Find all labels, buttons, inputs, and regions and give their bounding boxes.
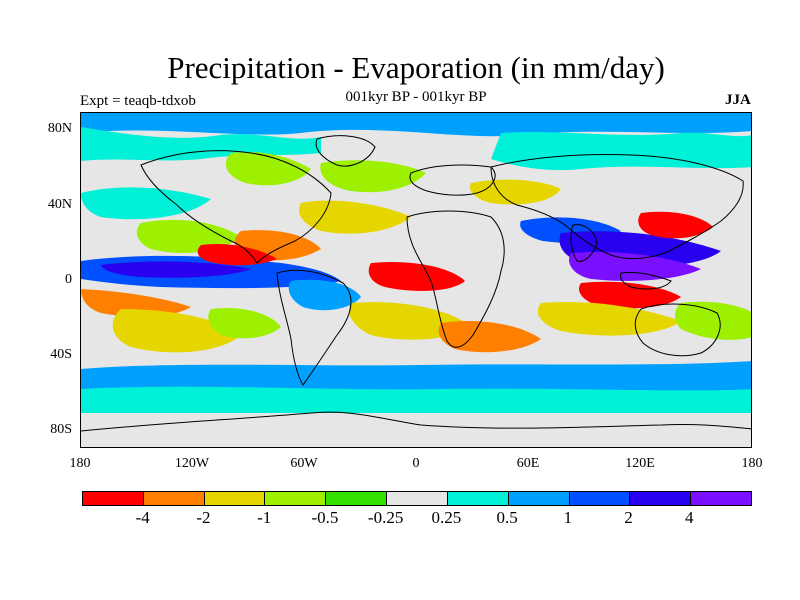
map-plot-area	[80, 112, 752, 448]
colorbar-label: -0.25	[367, 508, 404, 527]
colorbar	[82, 491, 752, 506]
field-patch	[81, 289, 191, 317]
lon-tick-label: 0	[412, 456, 420, 471]
colorbar-label: -2	[196, 508, 211, 527]
field-patch	[81, 127, 321, 161]
lat-tick-label: 40S	[50, 347, 72, 362]
field-patch	[81, 187, 211, 220]
colorbar-swatch	[83, 492, 144, 505]
field-patch	[226, 151, 311, 186]
coastline-indonesia	[620, 272, 672, 290]
coastline-europe	[409, 164, 496, 196]
colorbar-swatch	[630, 492, 692, 505]
lon-tick-label: 120E	[625, 456, 655, 471]
lat-tick-label: 80N	[47, 121, 72, 136]
lat-tick-label: 80S	[50, 422, 72, 437]
lon-tick-label: 60W	[290, 456, 318, 471]
field-patch	[197, 243, 277, 266]
colorbar-swatch	[387, 492, 448, 505]
lat-tick-label: 0	[65, 272, 72, 287]
season-label: JJA	[725, 92, 751, 108]
colorbar-swatch	[265, 492, 327, 505]
colorbar-label: 2	[624, 508, 633, 527]
lat-tick-label: 40N	[47, 197, 72, 212]
coastline-asia	[490, 154, 744, 260]
colorbar-swatch	[143, 492, 205, 505]
field-patch	[368, 261, 465, 291]
coastline-greenland	[315, 135, 376, 167]
colorbar-label: 0.5	[496, 508, 518, 527]
colorbar-label: -4	[135, 508, 150, 527]
lon-tick-label: 180	[741, 456, 763, 471]
coastline-antarctica	[81, 411, 751, 432]
coastline-north-america	[140, 150, 332, 264]
coastline-india	[570, 224, 598, 262]
colorbar-swatch	[204, 492, 266, 505]
field-patch	[101, 261, 251, 278]
field-patches	[81, 113, 751, 431]
field-patch	[569, 251, 701, 281]
field-patch	[81, 413, 751, 431]
colorbar-label: 1	[563, 508, 573, 527]
coastline-australia	[634, 303, 721, 357]
colorbar-swatch	[326, 492, 388, 505]
map-title: Precipitation - Evaporation (in mm/day)	[167, 50, 665, 85]
colorbar-swatch	[569, 492, 631, 505]
field-patch	[208, 307, 281, 339]
field-patch	[288, 279, 361, 311]
field-patch	[320, 160, 426, 193]
lon-tick-label: 60E	[516, 456, 540, 471]
coastline-south-america	[276, 269, 352, 386]
colorbar-label: -0.5	[311, 508, 339, 527]
experiment-label: Expt = teaqb-tdxob	[80, 93, 196, 109]
field-patch	[491, 132, 751, 171]
colorbar-swatch	[691, 492, 751, 505]
map-subtitle: 001kyr BP - 001kyr BP	[345, 89, 487, 105]
field-patch	[112, 309, 241, 353]
colorbar-label: 0.25	[431, 508, 462, 527]
field-patch	[638, 211, 713, 239]
coastline-africa	[406, 210, 505, 348]
field-patch	[81, 386, 751, 419]
colorbar-swatch	[508, 492, 570, 505]
precip-evap-field	[81, 113, 751, 447]
lon-tick-label: 180	[69, 456, 91, 471]
colorbar-swatch	[447, 492, 509, 505]
coastlines	[81, 135, 751, 432]
field-patch	[299, 200, 411, 234]
lon-tick-label: 120W	[174, 456, 210, 471]
field-patch	[81, 113, 751, 137]
field-patch	[537, 301, 681, 336]
field-patch	[469, 179, 561, 205]
field-patch	[675, 301, 751, 340]
colorbar-label: 4	[685, 508, 694, 527]
colorbar-label: -1	[257, 508, 272, 527]
